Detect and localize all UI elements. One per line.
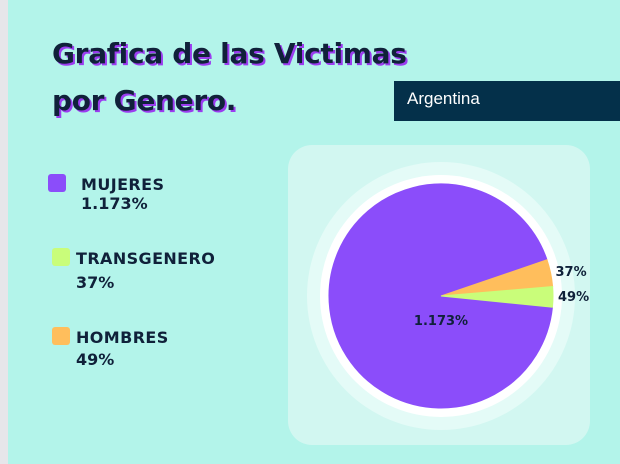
legend-label-transgenero: TRANSGENERO	[76, 249, 216, 268]
pie-label-transgenero: 49%	[558, 290, 589, 305]
legend-value-hombres: 49%	[76, 350, 115, 369]
pie-slice-mujeres[interactable]	[328, 183, 553, 409]
legend-value-transgenero: 37%	[76, 273, 115, 292]
pie-label-hombres: 37%	[556, 265, 587, 280]
page-title-line-2: por Genero.	[52, 84, 237, 117]
country-selector[interactable]: Argentina	[394, 81, 620, 121]
legend-swatch-mujeres	[48, 174, 66, 192]
page-title-line-1: Grafica de las Victimas	[52, 37, 407, 70]
pie-label-mujeres: 1.173%	[414, 314, 468, 329]
legend-swatch-hombres	[52, 327, 70, 345]
legend-value-mujeres: 1.173%	[81, 194, 148, 213]
legend-swatch-transgenero	[52, 248, 70, 266]
pie-slice-transgenero[interactable]	[440, 285, 554, 308]
page-title: Grafica de las Victimas por Genero.	[52, 30, 432, 124]
legend-label-mujeres: MUJERES	[81, 175, 165, 194]
legend-label-hombres: HOMBRES	[76, 328, 169, 347]
left-edge-strip	[0, 0, 8, 464]
